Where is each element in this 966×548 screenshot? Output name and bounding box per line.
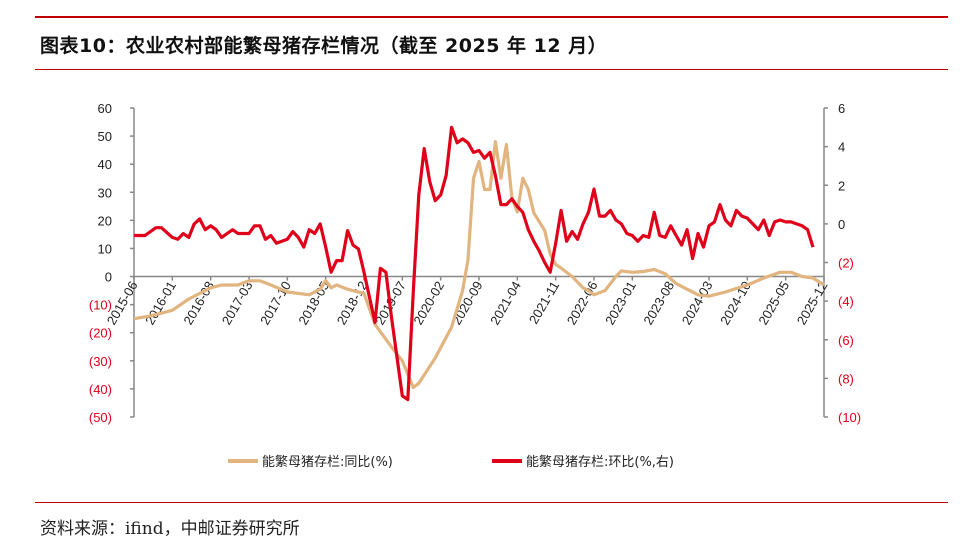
legend-label-mom: 能繁母猪存栏:环比(%,右) [526, 454, 674, 470]
series-line-mom [134, 125, 815, 402]
right-tick-label: (2) [838, 256, 854, 271]
left-tick-label: 40 [98, 157, 112, 172]
series-line-yoy [133, 140, 825, 390]
right-tick-label: 6 [838, 101, 845, 116]
legend-label-yoy: 能繁母猪存栏:同比(%) [262, 454, 393, 470]
left-tick-label: 60 [98, 101, 112, 116]
left-tick-label: 0 [105, 270, 112, 285]
right-tick-label: 0 [838, 217, 845, 232]
left-tick-label: 10 [98, 241, 112, 256]
bottom-rule [35, 502, 948, 503]
right-tick-label: (8) [838, 371, 854, 386]
x-tick-label: 2021-04 [487, 279, 524, 328]
x-tick-label: 2016-08 [180, 279, 217, 328]
left-tick-label: 50 [98, 129, 112, 144]
left-tick-label: (40) [89, 382, 112, 397]
x-tick-label: 2021-11 [526, 279, 562, 327]
x-tick-label: 2016-01 [142, 279, 179, 328]
top-rule [35, 16, 948, 18]
x-tick-label: 2018-05 [295, 279, 332, 328]
left-tick-label: (10) [89, 298, 112, 313]
title-rule [35, 69, 948, 70]
right-tick-label: (6) [838, 333, 854, 348]
left-tick-label: 20 [98, 213, 112, 228]
right-tick-label: (4) [838, 294, 854, 309]
legend: 能繁母猪存栏:同比(%) 能繁母猪存栏:环比(%,右) [228, 454, 674, 470]
left-tick-label: (30) [89, 354, 112, 369]
figure-title: 图表10：农业农村部能繁母猪存栏情况（截至 2025 年 12 月） [40, 35, 608, 57]
x-tick-label: 2025-05 [755, 279, 792, 328]
right-tick-label: (10) [838, 410, 861, 425]
x-tick-label: 2025-12 [794, 279, 831, 328]
left-tick-label: 30 [98, 185, 112, 200]
x-tick-label: 2020-02 [410, 279, 447, 328]
x-tick-label: 2023-08 [640, 279, 677, 328]
left-tick-label: (20) [89, 326, 112, 341]
left-tick-label: (50) [89, 410, 112, 425]
right-tick-label: 2 [838, 178, 845, 193]
source-note: 资料来源：ifind，中邮证券研究所 [40, 519, 300, 539]
x-tick-label: 2024-03 [679, 279, 716, 328]
right-tick-label: 4 [838, 140, 845, 155]
